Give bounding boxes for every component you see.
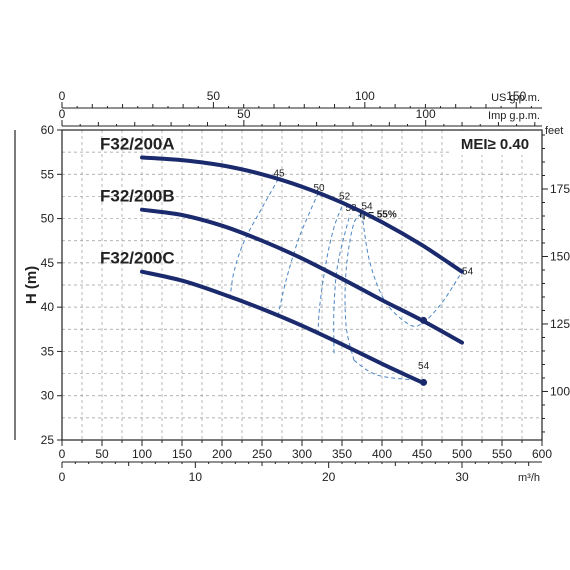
x-tick-label: 350 xyxy=(332,447,352,461)
x-tick-label: 600 xyxy=(532,447,552,461)
x-tick-label: 50 xyxy=(95,447,109,461)
grid xyxy=(61,129,543,441)
x-tick-label: 200 xyxy=(212,447,232,461)
usgpm-tick-label: 100 xyxy=(355,89,375,103)
usgpm-axis-unit: US g.p.m. xyxy=(491,92,540,104)
mei-box xyxy=(450,131,541,155)
usgpm-tick-label: 0 xyxy=(59,89,66,103)
x-tick-label: 550 xyxy=(492,447,512,461)
impgpm-tick-label: 100 xyxy=(416,107,436,121)
feet-tick-label: 150 xyxy=(550,249,570,263)
usgpm-tick-label: 150 xyxy=(506,89,526,103)
m3h-tick-label: 20 xyxy=(322,470,336,484)
pump-curve xyxy=(140,269,424,385)
efficiency-curve xyxy=(229,179,279,299)
x-tick-label: 0 xyxy=(59,447,66,461)
x-tick-label: 400 xyxy=(372,447,392,461)
x-tick-label: 100 xyxy=(132,447,152,461)
m3h-axis-unit: m³/h xyxy=(518,472,540,484)
efficiency-curve xyxy=(344,211,367,361)
y-axis-title: H (m) xyxy=(23,266,40,304)
m3h-tick-label: 30 xyxy=(455,470,469,484)
pump-curve-label: F32/200B xyxy=(100,187,175,206)
x-tick-label: 150 xyxy=(172,447,192,461)
x-tick-label: 300 xyxy=(292,447,312,461)
efficiency-label: 52 xyxy=(339,192,351,203)
y-tick-label: 60 xyxy=(41,123,55,137)
best-efficiency-point xyxy=(420,378,428,386)
feet-tick-label: 175 xyxy=(550,182,570,196)
efficiency-label: 50 xyxy=(313,183,325,194)
efficiency-max-label: η = 55% xyxy=(359,210,397,221)
y-tick-label: 35 xyxy=(41,344,55,358)
x-tick-label: 250 xyxy=(252,447,272,461)
y-tick-label: 55 xyxy=(41,167,55,181)
pump-curve xyxy=(140,155,464,274)
feet-tick-label: 100 xyxy=(550,384,570,398)
m3h-tick-label: 10 xyxy=(189,470,203,484)
impgpm-tick-label: 0 xyxy=(59,107,66,121)
y-tick-label: 30 xyxy=(41,389,55,403)
x-tick-label: 450 xyxy=(412,447,432,461)
efficiency-curve xyxy=(277,193,319,317)
y-tick-label: 50 xyxy=(41,212,55,226)
impgpm-tick-label: 50 xyxy=(237,107,251,121)
feet-tick-label: 125 xyxy=(550,317,570,331)
m3h-tick-label: 0 xyxy=(59,470,66,484)
feet-axis-unit: feet xyxy=(545,125,563,137)
pump-curve-label: F32/200C xyxy=(100,249,175,268)
usgpm-tick-label: 50 xyxy=(207,89,221,103)
best-efficiency-point xyxy=(420,316,428,324)
y-tick-label: 40 xyxy=(41,300,55,314)
efficiency-curve xyxy=(317,202,345,334)
efficiency-label: 45 xyxy=(273,169,285,180)
efficiency-label: 54 xyxy=(361,201,373,212)
efficiency-curve xyxy=(361,214,463,327)
efficiency-tag: 54 xyxy=(418,361,430,372)
pump-curve-label: F32/200A xyxy=(100,134,175,153)
mei-label: MEI≥ 0.40 xyxy=(461,136,529,153)
x-tick-label: 500 xyxy=(452,447,472,461)
y-tick-label: 25 xyxy=(41,433,55,447)
y-tick-label: 45 xyxy=(41,256,55,270)
impgpm-axis-unit: Imp g.p.m. xyxy=(488,110,540,122)
pump-curve xyxy=(140,207,464,345)
efficiency-tag: 54 xyxy=(462,266,474,277)
